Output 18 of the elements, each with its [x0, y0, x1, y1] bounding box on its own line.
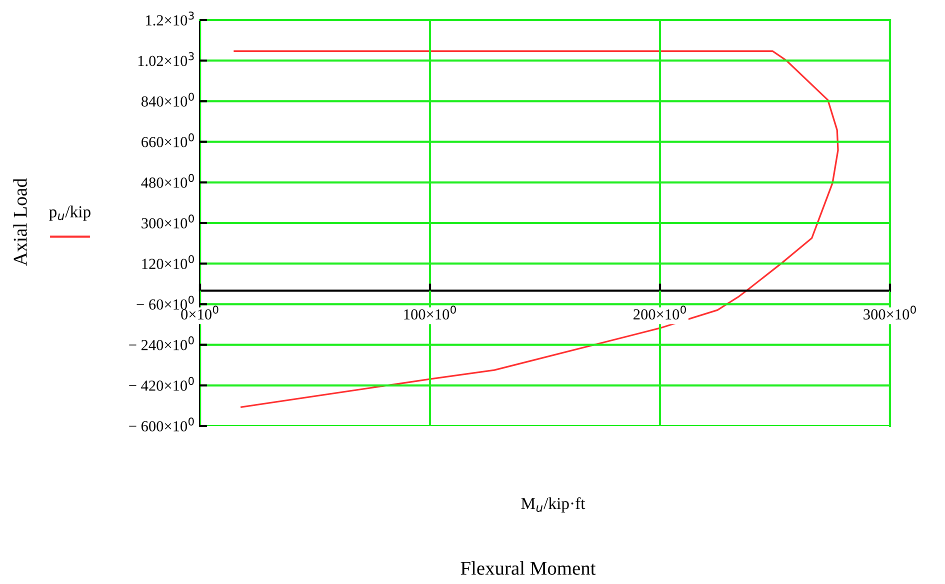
y-tick-label: 480×10$^{0}$ — [141, 174, 194, 188]
line-series — [234, 50, 839, 408]
y-tick-label: 300×10$^{0}$ — [142, 214, 194, 228]
y-tick-label: 1.02×10$^{3}$ — [138, 52, 194, 66]
text: p$_{u}$/kip — [49, 206, 90, 221]
x-tick-label: 200×10$^{0}$ — [634, 306, 686, 320]
y-tick-label: 1.2×10$^{3}$ — [146, 12, 194, 26]
y-tick-label: − 600×10$^{0}$ — [129, 418, 194, 432]
y-tick-label: 840×10$^{0}$ — [141, 92, 194, 107]
y-tick-label: 660×10$^{0}$ — [142, 133, 194, 148]
x-tick-label: 100×10$^{0}$ — [404, 306, 456, 320]
text: Flexural Moment — [460, 561, 596, 575]
text: Axial Load — [13, 178, 27, 266]
y-tick-label: − 240×10$^{0}$ — [129, 336, 194, 350]
text: M$_{u}$/kip·ft — [521, 497, 586, 513]
y-tick-label: 120×10$^{0}$ — [142, 255, 194, 270]
y-tick-label: − 420×10$^{0}$ — [129, 376, 194, 391]
x-tick-label: 300×10$^{0}$ — [864, 306, 916, 320]
